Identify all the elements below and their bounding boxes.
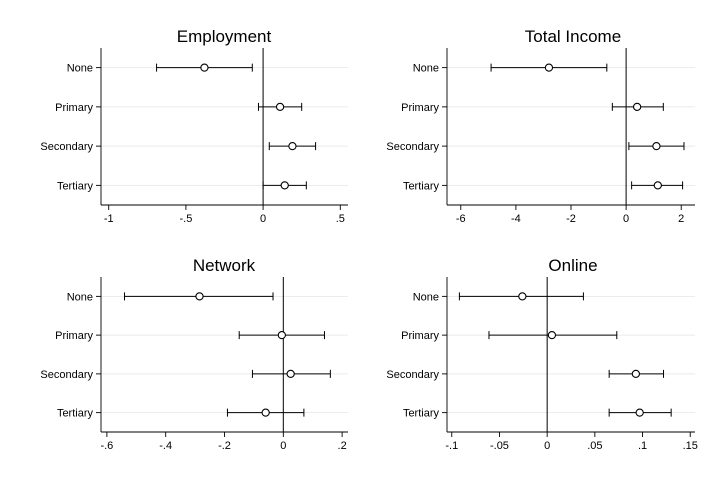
estimate-tertiary [262, 181, 307, 190]
x-tick-label: -4 [511, 213, 521, 225]
x-tick-label: -.5 [179, 213, 192, 225]
x-tick-label: 0 [623, 213, 629, 225]
category-label-none: None [413, 291, 439, 303]
x-tick-label: -.2 [218, 440, 231, 452]
panel-title: Total Income [525, 27, 621, 46]
panel-network: Network -.6 -.4 -.2 0 .2 None Primary Secondary T… [40, 256, 348, 452]
point-estimate-marker [277, 330, 286, 340]
panel-title: Online [548, 256, 597, 275]
x-tick-label: 0 [544, 440, 550, 452]
point-estimate-marker [547, 330, 557, 340]
panel-online: Online -.1 -.05 0 .05 .1 .15 None Primary Seconda… [386, 256, 697, 452]
category-label-primary: Primary [401, 102, 439, 114]
category-label-primary: Primary [55, 102, 93, 114]
x-tick-label: .15 [683, 440, 698, 452]
point-estimate-marker [653, 181, 662, 190]
category-label-secondary: Secondary [40, 141, 93, 153]
estimate-secondary [608, 369, 665, 379]
x-tick-label: .2 [338, 440, 347, 452]
panel-title: Employment [177, 27, 272, 46]
point-estimate-marker [518, 292, 527, 301]
x-tick-label: -.05 [490, 440, 509, 452]
x-tick-label: 2 [678, 213, 684, 225]
point-estimate-marker [280, 181, 289, 190]
point-estimate-marker [286, 369, 295, 379]
category-label-none: None [67, 63, 93, 75]
estimate-tertiary [631, 181, 684, 190]
x-tick-label: 0 [280, 440, 286, 452]
point-estimate-marker [544, 63, 554, 72]
category-label-primary: Primary [55, 330, 93, 342]
estimate-none [458, 292, 584, 301]
x-tick-label: .1 [638, 440, 647, 452]
category-label-tertiary: Tertiary [57, 408, 94, 420]
point-estimate-marker [275, 102, 285, 112]
category-label-none: None [413, 63, 439, 75]
point-estimate-marker [652, 141, 661, 151]
x-tick-label: -.1 [445, 440, 458, 452]
x-tick-label: .05 [587, 440, 602, 452]
estimate-tertiary [608, 408, 672, 417]
estimate-none [124, 292, 274, 301]
category-label-secondary: Secondary [386, 141, 439, 153]
category-label-tertiary: Tertiary [57, 180, 94, 192]
category-label-tertiary: Tertiary [403, 180, 440, 192]
estimate-none [156, 63, 253, 72]
point-estimate-marker [261, 408, 270, 417]
panel-total-income: Total Income -6 -4 -2 0 2 None Primary Secondary… [386, 27, 695, 225]
estimate-secondary [251, 369, 331, 379]
panel-title: Network [193, 256, 256, 275]
x-tick-label: 0 [260, 213, 266, 225]
panel-employment: Employment -1 -.5 0 .5 None Primary Secondary Te… [40, 27, 348, 225]
estimate-none [490, 63, 608, 72]
x-tick-label: -6 [456, 213, 466, 225]
x-tick-label: -2 [566, 213, 576, 225]
estimate-primary [611, 102, 664, 112]
point-estimate-marker [200, 63, 209, 72]
category-label-primary: Primary [401, 330, 439, 342]
x-tick-label: -1 [104, 213, 114, 225]
estimate-primary [238, 330, 325, 340]
point-estimate-marker [195, 292, 204, 301]
category-label-secondary: Secondary [40, 369, 93, 381]
x-tick-label: .5 [336, 213, 345, 225]
point-estimate-marker [288, 141, 297, 151]
x-tick-label: -.6 [100, 440, 113, 452]
category-label-secondary: Secondary [386, 369, 439, 381]
estimate-secondary [268, 141, 317, 151]
estimate-primary [488, 330, 618, 340]
x-tick-label: -.4 [159, 440, 172, 452]
point-estimate-marker [632, 102, 642, 112]
estimate-tertiary [226, 408, 305, 417]
category-label-none: None [67, 291, 93, 303]
point-estimate-marker [631, 369, 641, 379]
estimate-secondary [628, 141, 685, 151]
point-estimate-marker [635, 408, 644, 417]
category-label-tertiary: Tertiary [403, 408, 440, 420]
estimate-primary [257, 102, 303, 112]
